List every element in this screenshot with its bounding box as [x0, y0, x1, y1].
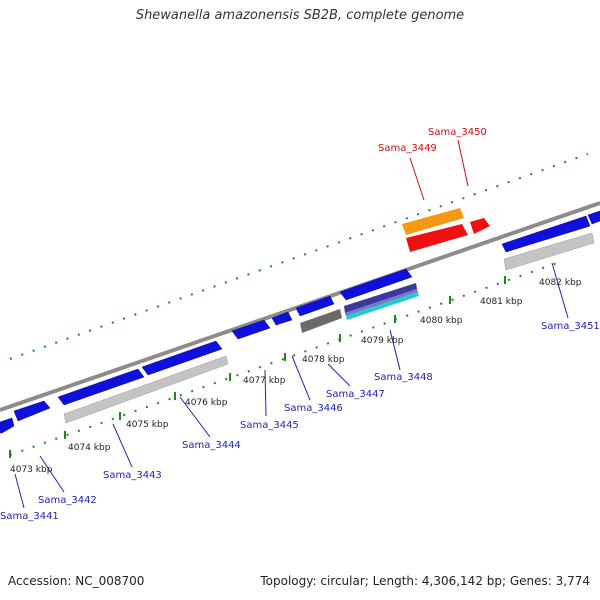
gene-label-sama-3443[interactable]: Sama_3443 — [103, 470, 162, 481]
gene-label-sama-3445[interactable]: Sama_3445 — [240, 420, 299, 431]
scale-label-4082: 4082 kbp — [539, 278, 582, 288]
scale-label-4077: 4077 kbp — [243, 376, 286, 386]
scale-label-4074: 4074 kbp — [68, 443, 111, 453]
scale-labels: 4073 kbp 4074 kbp 4075 kbp 4076 kbp 4077… — [10, 278, 582, 475]
gene-sama-3442 — [13, 400, 51, 422]
gene-sama-3445 — [231, 319, 271, 340]
gene-grey-3446 — [300, 309, 342, 333]
gene-sama-3444 — [141, 340, 223, 376]
gene-edge-right — [587, 210, 600, 225]
stripe-gene-3448 — [344, 283, 419, 320]
gene-sama-3446 — [295, 295, 335, 317]
gene-label-sama-3448[interactable]: Sama_3448 — [374, 372, 433, 383]
gene-sama-3447 — [339, 268, 413, 301]
label-leaders — [14, 262, 569, 509]
scale-label-4076: 4076 kbp — [185, 398, 228, 408]
gene-sama-3450 — [470, 218, 490, 234]
gene-sama-3449 — [402, 208, 464, 235]
gene-grey-3451 — [503, 232, 595, 271]
scale-label-4078: 4078 kbp — [302, 355, 345, 365]
topology-summary: Topology: circular; Length: 4,306,142 bp… — [260, 574, 590, 588]
gene-label-sama-3444[interactable]: Sama_3444 — [182, 440, 241, 451]
gene-label-sama-3446[interactable]: Sama_3446 — [284, 403, 343, 414]
scale-label-4079: 4079 kbp — [361, 336, 404, 346]
accession-text: Accession: NC_008700 — [8, 574, 145, 588]
forward-genes — [0, 210, 600, 434]
gene-label-sama-3450[interactable]: Sama_3450 — [428, 127, 487, 138]
gene-label-sama-3447[interactable]: Sama_3447 — [326, 389, 385, 400]
map-title: Shewanella amazonensis SB2B, complete ge… — [135, 8, 465, 23]
gene-label-sama-3449[interactable]: Sama_3449 — [378, 143, 437, 154]
scale-label-4075: 4075 kbp — [126, 420, 169, 430]
label-leaders-red — [409, 139, 469, 201]
scale-ticks — [9, 276, 506, 458]
gene-label-sama-3442[interactable]: Sama_3442 — [38, 495, 97, 506]
scale-label-4081: 4081 kbp — [480, 297, 523, 307]
gene-sama-3451 — [501, 215, 591, 253]
gene-sama-3443 — [57, 368, 145, 406]
gene-sama-3449-red — [406, 224, 468, 252]
gene-labels[interactable]: Sama_3441 Sama_3442 Sama_3443 Sama_3444 … — [0, 127, 600, 522]
lower-tick-track — [9, 261, 561, 456]
scale-label-4080: 4080 kbp — [420, 316, 463, 326]
gene-label-sama-3451[interactable]: Sama_3451 — [541, 321, 600, 332]
gene-grey-3443 — [63, 355, 229, 424]
highlight-genes — [402, 208, 490, 252]
gene-label-sama-3441[interactable]: Sama_3441 — [0, 511, 59, 522]
gene-sama-3441 — [0, 417, 15, 434]
upper-tick-track — [9, 153, 589, 360]
scale-label-4073: 4073 kbp — [10, 465, 53, 475]
gene-sama-3446a — [271, 311, 293, 326]
grey-genes — [63, 232, 595, 424]
